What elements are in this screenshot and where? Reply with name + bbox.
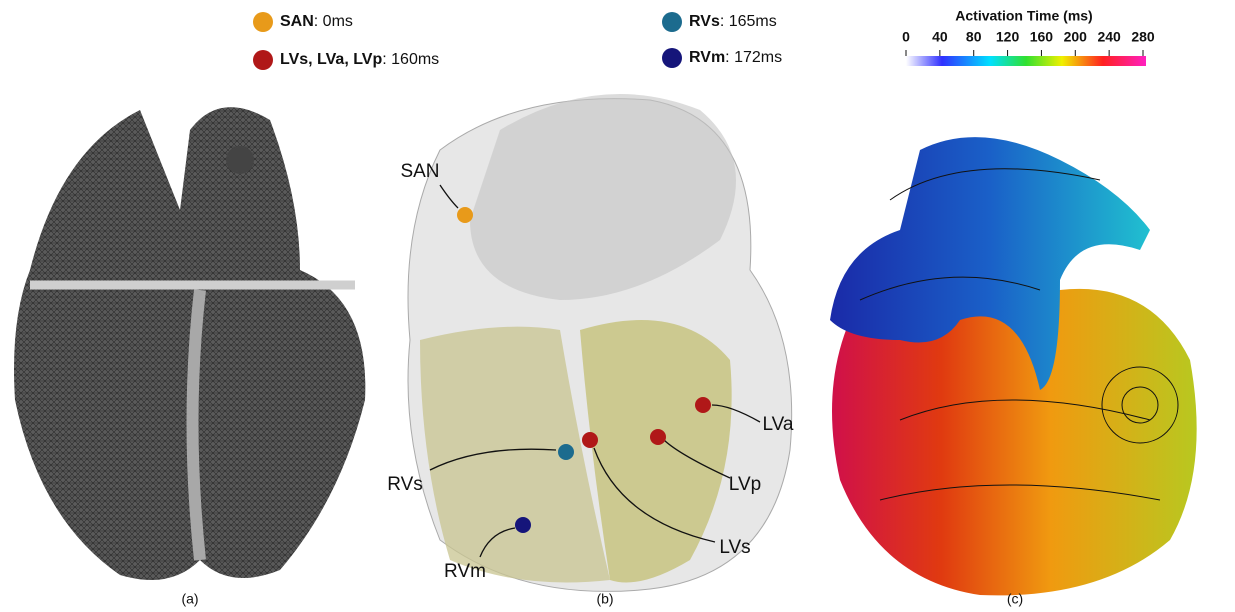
legend-ball — [253, 50, 273, 70]
colorbar-tick-label: 280 — [1131, 29, 1155, 45]
site-marker — [558, 444, 574, 460]
site-label: LVp — [729, 474, 761, 495]
colorbar-tick-label: 200 — [1064, 29, 1088, 45]
colorbar-tick-label: 40 — [932, 29, 948, 45]
legend-ball — [662, 48, 682, 68]
site-marker — [515, 517, 531, 533]
legend-time: : 165ms — [720, 13, 777, 30]
legend-entry: LVs, LVa, LVp: 160ms — [280, 51, 439, 68]
leader-line — [439, 184, 459, 209]
legend-time: : 172ms — [725, 49, 782, 66]
colorbar-tick-label: 0 — [902, 29, 910, 45]
legend-name: RVm — [689, 49, 725, 66]
legend-ball — [662, 12, 682, 32]
mesh-heart — [14, 107, 366, 580]
leader-line — [711, 404, 761, 423]
colorbar-tick-label: 160 — [1030, 29, 1054, 45]
leader-line — [663, 439, 731, 479]
site-marker — [650, 429, 666, 445]
site-marker — [457, 207, 473, 223]
legend-entry: RVs: 165ms — [689, 13, 777, 30]
site-label: LVa — [763, 414, 794, 435]
legend-name: LVs, LVa, LVp — [280, 51, 382, 68]
caption: (c) — [1007, 591, 1023, 607]
legend-ball — [253, 12, 273, 32]
leader-line — [429, 448, 557, 471]
leader-line — [593, 447, 716, 543]
site-label: SAN — [400, 161, 439, 182]
legend-entry: SAN: 0ms — [280, 13, 353, 30]
legend-time: : 0ms — [314, 13, 353, 30]
colorbar-title: Activation Time (ms) — [955, 8, 1092, 24]
site-label: LVs — [719, 537, 750, 558]
colorbar — [906, 56, 1146, 66]
translucent-heart — [407, 94, 793, 592]
caption: (a) — [181, 591, 198, 607]
site-label: RVs — [387, 474, 423, 495]
site-marker — [582, 432, 598, 448]
leader-line — [479, 527, 516, 558]
legend-time: : 160ms — [382, 51, 439, 68]
legend-name: SAN — [280, 13, 314, 30]
colorbar-tick-label: 240 — [1097, 29, 1121, 45]
caption: (b) — [596, 591, 613, 607]
site-marker — [695, 397, 711, 413]
legend-entry: RVm: 172ms — [689, 49, 782, 66]
activation-heart — [830, 137, 1197, 596]
colorbar-tick-label: 120 — [996, 29, 1020, 45]
colorbar-tick-label: 80 — [966, 29, 982, 45]
site-label: RVm — [444, 561, 486, 582]
legend-name: RVs — [689, 13, 720, 30]
